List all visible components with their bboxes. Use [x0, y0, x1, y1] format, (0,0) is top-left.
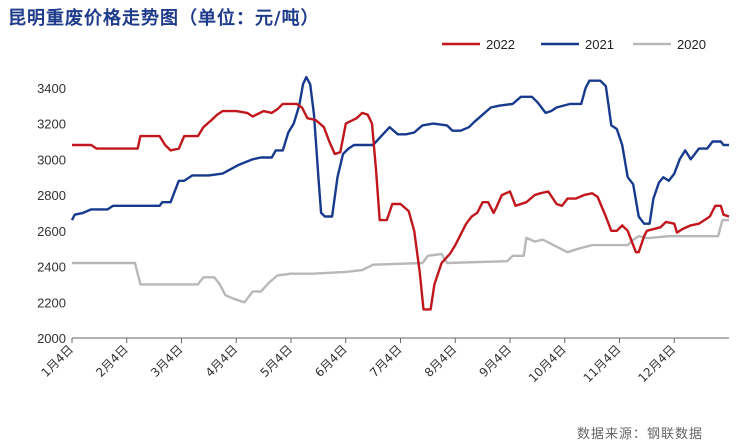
x-tick-label: 6月4日	[312, 342, 350, 380]
x-tick-label: 1月4日	[38, 342, 76, 380]
x-tick-label: 10月4日	[526, 342, 569, 385]
x-tick-label: 12月4日	[635, 342, 678, 385]
y-tick-label: 2200	[37, 295, 66, 310]
data-source-note: 数据来源：钢联数据	[576, 427, 703, 442]
chart-axes: 2000 2200 2400 2600 2800 3000 3200 3400 1月4日 2月4日…	[37, 81, 729, 385]
x-tick-label: 3月4日	[148, 342, 186, 380]
x-tick-label: 11月4日	[581, 342, 624, 385]
legend-label-2021: 2021	[585, 37, 614, 52]
series-line-2021	[70, 75, 729, 225]
y-tick-label: 2400	[37, 260, 66, 275]
x-tick-label: 2月4日	[93, 342, 131, 380]
y-tick-label: 2600	[37, 224, 66, 239]
x-tick-label: 8月4日	[422, 342, 460, 380]
x-tick-label: 7月4日	[367, 342, 405, 380]
y-tick-label: 3200	[37, 117, 66, 132]
y-tick-label: 3000	[37, 152, 66, 167]
chart-legend: 2022 2021 2020	[442, 37, 706, 52]
y-tick-label: 2000	[37, 331, 66, 346]
legend-label-2020: 2020	[677, 37, 706, 52]
y-tick-label: 3400	[37, 81, 66, 96]
x-tick-label: 9月4日	[476, 342, 514, 380]
chart-series	[70, 75, 730, 311]
x-tick-label: 5月4日	[257, 342, 295, 380]
series-line-2020	[72, 218, 729, 304]
series-line-2022	[72, 102, 730, 311]
chart-title: 昆明重废价格走势图（单位：元/吨）	[8, 8, 320, 29]
x-tick-label: 4月4日	[203, 342, 241, 380]
legend-label-2022: 2022	[486, 37, 515, 52]
y-tick-label: 2800	[37, 188, 66, 203]
